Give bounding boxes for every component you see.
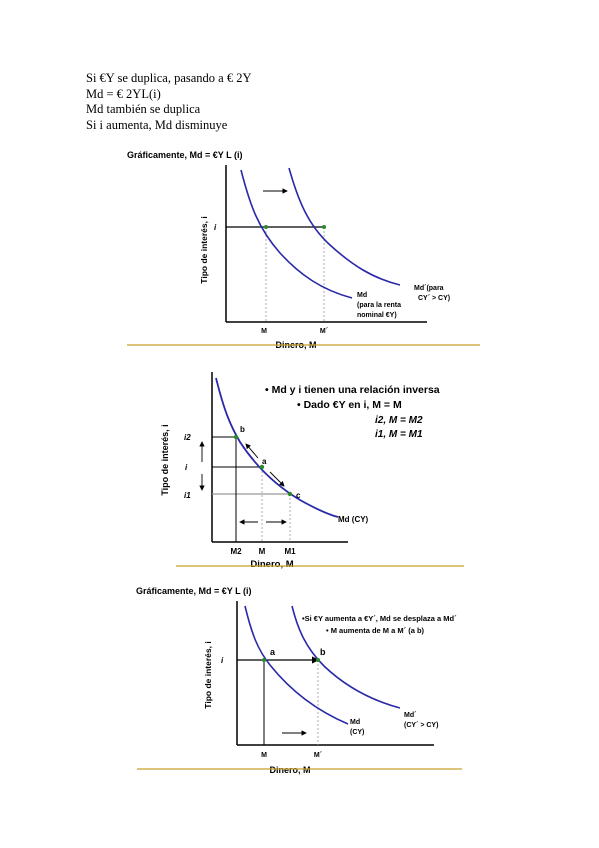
fig2-arrow-to-c [269,471,285,487]
fig3-point-a-dot [262,658,266,662]
figure-3-title: Gráficamente, Md = €Y L (i) [136,586,251,596]
fig2-bullet-1: • Md y i tienen una relación inversa [265,384,440,396]
fig3-point-b: b [320,647,326,657]
fig2-x-label: Dinero, M [250,559,293,570]
fig1-y-label: Tipo de interés, i [199,216,209,283]
fig2-x-tick-m: M [259,547,266,556]
fig1-point-a [264,225,268,229]
fig3-curve2-label: Md´ (CY´ > CY) [404,712,438,729]
fig2-x-tick-m1: M1 [284,547,296,556]
fig2-arrow-to-b [245,443,259,459]
fig3-i-label: i [221,656,224,665]
fig3-x-label: Dinero, M [269,765,310,775]
intro-text: Si €Y se duplica, pasando a € 2Y Md = € … [86,71,251,133]
fig1-curve2-label: Md´(para CY´ > CY) [414,285,450,302]
fig2-point-b: b [240,425,245,434]
fig2-point-a-dot [259,464,265,470]
fig2-point-c: c [296,491,301,500]
fig3-curve-md [244,605,349,725]
fig3-bullet-2: • M aumenta de M a M´ (a b) [326,626,425,635]
fig3-curve-md-shift [291,605,401,709]
intro-line-3: Md también se duplica [86,102,201,116]
intro-line-4: Si i aumenta, Md disminuye [86,117,228,132]
figure-2: Tipo de interés, i Dinero, M i2 i i1 b a… [160,372,464,570]
fig2-curve-label: Md (CY) [338,515,369,524]
fig1-curve-md [240,169,353,299]
fig2-bullet-2: • Dado €Y en i, M = M [297,399,402,411]
fig2-point-c-dot [287,491,293,497]
fig2-y-tick-i1: i1 [184,491,191,500]
fig3-point-b-dot [316,658,320,662]
figure-3: Gráficamente, Md = €Y L (i) •Si €Y aumen… [136,586,462,775]
fig2-eq-2: i1, M = M1 [375,429,423,440]
fig2-curve-md [215,377,339,518]
fig3-curve1-label: Md (CY) [350,719,364,736]
fig2-x-tick-m2: M2 [230,547,242,556]
fig3-x-tick-m: M [261,752,267,759]
figure-1: Gráficamente, Md = €Y L (i) Tipo de inte… [127,150,480,350]
fig1-x-tick-m: M [261,328,267,335]
fig2-eq-1: i2, M = M2 [375,415,423,426]
fig3-bullet-1: •Si €Y aumenta a €Y´, Md se desplaza a M… [302,614,457,623]
intro-line-1: Si €Y se duplica, pasando a € 2Y [86,71,252,85]
fig1-point-b [322,225,326,229]
fig3-y-label: Tipo de interés, i [203,641,213,708]
intro-line-2: Md = € 2YL(i) [86,86,161,101]
fig1-i-label: i [214,223,217,232]
fig2-point-b-dot [233,434,239,440]
fig3-x-tick-m2: M´ [314,752,323,759]
fig2-y-tick-i2: i2 [184,433,191,442]
fig1-x-tick-m2: M´ [320,328,329,335]
fig2-y-label: Tipo de interés, i [160,424,170,495]
fig2-y-tick-i: i [185,463,188,472]
fig1-curve-md-shift [288,167,401,286]
fig2-point-a: a [262,457,267,466]
fig3-point-a: a [270,647,276,657]
fig1-curve1-label: Md (para la renta nominal €Y) [357,292,403,319]
figure-1-title: Gráficamente, Md = €Y L (i) [127,150,242,160]
